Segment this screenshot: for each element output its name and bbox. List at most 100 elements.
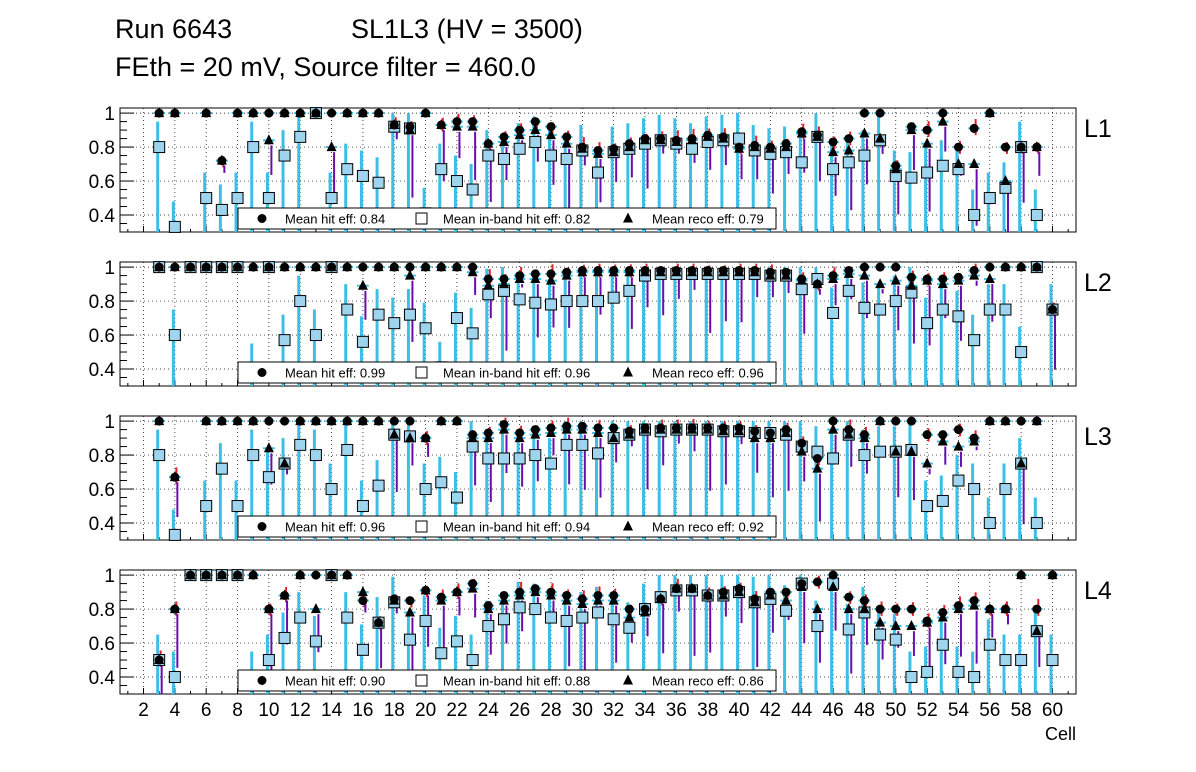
cell-50 (889, 603, 902, 694)
cell-56 (983, 262, 996, 386)
reco-marker (843, 144, 854, 155)
legend-frame (237, 515, 777, 538)
inband-marker (450, 312, 463, 325)
inband-marker (341, 303, 354, 316)
hit-marker (452, 117, 462, 127)
inband-marker (983, 192, 996, 205)
reco-marker (545, 129, 556, 140)
cell-6 (200, 261, 213, 274)
hit-marker (859, 262, 869, 272)
hit-marker (499, 132, 509, 142)
inband-marker (1015, 654, 1028, 667)
inband-marker (388, 317, 401, 330)
hit-marker (1000, 604, 1010, 614)
inband-marker (544, 611, 557, 624)
hit-marker (781, 587, 791, 597)
hit-marker (468, 430, 478, 440)
inband-marker (936, 638, 949, 651)
cell-14 (325, 261, 338, 274)
hit-marker (530, 425, 540, 435)
cell-55 (968, 119, 981, 232)
hit-marker (922, 616, 932, 626)
cell-59 (1030, 415, 1043, 540)
inband-marker (889, 633, 902, 646)
x-tick-label: 44 (791, 700, 813, 721)
cell-53 (936, 605, 949, 694)
inband-marker (686, 142, 699, 155)
hit-marker (577, 594, 587, 604)
x-tick-label: 22 (446, 700, 467, 721)
inband-marker (231, 500, 244, 513)
cell-52 (921, 273, 934, 386)
cell-54 (952, 272, 965, 386)
hit-marker (436, 592, 446, 602)
reco-marker (843, 603, 854, 614)
legend-inband-label: Mean in-band hit eff: 0.96 (443, 366, 590, 381)
hit-marker (515, 587, 525, 597)
hit-marker (812, 279, 822, 289)
reco-marker (812, 603, 823, 614)
hit-marker (452, 262, 462, 272)
inband-marker (497, 452, 510, 465)
cell-54 (952, 596, 965, 694)
reco-marker (859, 603, 870, 614)
hit-marker (170, 262, 180, 272)
layer-label: SL1L3 (HV = 3500) (351, 14, 583, 44)
hit-marker (186, 570, 196, 580)
inband-marker (153, 449, 166, 462)
hit-marker (718, 265, 728, 275)
hit-marker (217, 570, 227, 580)
inband-marker (529, 603, 542, 616)
x-tick-label: 46 (823, 700, 844, 721)
hit-marker (562, 132, 572, 142)
hit-marker (734, 423, 744, 433)
cell-50 (889, 150, 902, 232)
hit-marker (969, 265, 979, 275)
hit-marker (201, 570, 211, 580)
cell-18 (388, 113, 401, 232)
hit-marker (421, 262, 431, 272)
hit-marker (311, 262, 321, 272)
hit-marker (1047, 305, 1057, 315)
legend-inband-label: Mean in-band hit eff: 0.94 (443, 520, 590, 535)
cell-3 (153, 107, 166, 232)
inband-marker (733, 132, 746, 145)
cell-45 (811, 575, 824, 694)
cell-44 (795, 575, 808, 694)
cell-47 (842, 265, 855, 386)
cell-55 (968, 430, 981, 540)
cell-53 (936, 430, 949, 540)
inband-marker (560, 614, 573, 627)
hit-marker (812, 453, 822, 463)
cell-10 (262, 108, 275, 232)
x-tick-label: 30 (572, 700, 593, 721)
legend-hit-label: Mean hit eff: 0.84 (285, 212, 385, 227)
cell-58 (1015, 121, 1028, 232)
panel-l2: 0.4 0.6 0.8 1 L2 Mean hit eff: 0.99 Mean in-ba… (89, 258, 1112, 387)
inband-marker (309, 635, 322, 648)
hit-marker (718, 132, 728, 142)
hit-marker (734, 142, 744, 152)
inband-marker (874, 445, 887, 458)
inband-marker (215, 203, 228, 216)
hit-marker (515, 428, 525, 438)
cell-13 (309, 107, 322, 120)
hit-marker (797, 127, 807, 137)
inband-marker (435, 476, 448, 489)
hit-marker (624, 265, 634, 275)
legend: Mean hit eff: 0.90 Mean in-band hit eff: … (237, 669, 777, 692)
reco-marker (404, 269, 415, 280)
panel-label: L1 (1084, 115, 1112, 143)
hit-marker (922, 125, 932, 135)
reco-marker (1000, 175, 1011, 186)
cell-43 (780, 421, 793, 540)
y-tick-label: 0.8 (89, 138, 115, 159)
legend-frame (237, 207, 777, 230)
cell-51 (905, 602, 918, 694)
cell-13 (309, 570, 322, 694)
inband-marker (450, 635, 463, 648)
reco-marker (749, 432, 760, 443)
chart-title-run: Run 6643 SL1L3 (HV = 3500) (115, 14, 583, 45)
hit-marker (671, 135, 681, 145)
hit-marker (405, 122, 415, 132)
